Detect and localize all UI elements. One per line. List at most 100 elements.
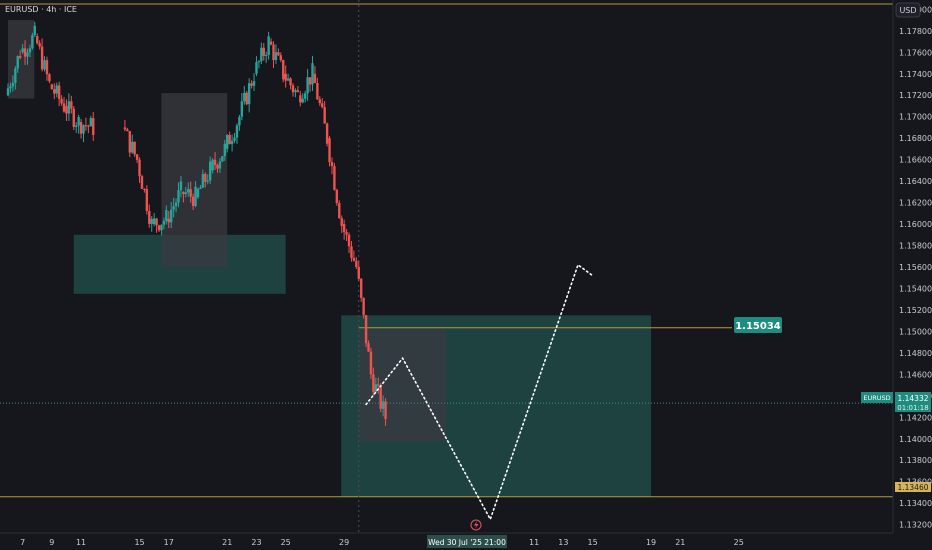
- candle: [6, 88, 10, 96]
- x-tick-label: 17: [164, 538, 174, 547]
- y-tick-label: 1.14800: [899, 349, 932, 358]
- x-tick-label: 13: [558, 538, 568, 547]
- y-tick-label: 1.15000: [899, 327, 932, 336]
- candle: [235, 125, 239, 138]
- candle: [189, 189, 192, 197]
- lightning-icon[interactable]: [470, 519, 482, 531]
- candle: [201, 173, 205, 188]
- y-tick-label: 1.16200: [899, 199, 932, 208]
- candle: [377, 384, 380, 386]
- candle: [31, 35, 34, 49]
- candle: [321, 103, 324, 108]
- candle: [330, 162, 334, 167]
- candle: [145, 189, 149, 211]
- candle: [325, 123, 329, 144]
- x-tick-label: 15: [588, 538, 598, 547]
- candle: [43, 60, 46, 70]
- candle: [126, 129, 129, 132]
- x-tick-label: 15: [134, 538, 144, 547]
- candle: [345, 232, 348, 235]
- candle: [369, 351, 373, 375]
- symbol-label: EURUSD · 4h · ICE: [5, 5, 77, 14]
- candle: [347, 234, 351, 247]
- candle: [342, 224, 346, 233]
- candle: [191, 196, 195, 206]
- candle: [323, 107, 326, 124]
- box-zone: [161, 93, 228, 267]
- candle: [301, 98, 304, 103]
- x-tick-label: 25: [281, 538, 291, 547]
- candle: [299, 95, 302, 103]
- y-tick-label: 1.16600: [899, 156, 932, 165]
- currency-button-label: USD: [899, 6, 916, 15]
- candle: [62, 103, 66, 112]
- candle: [282, 60, 285, 80]
- x-tick-label: 19: [646, 538, 656, 547]
- y-tick-label: 1.15600: [899, 263, 932, 272]
- y-tick-label: 1.17400: [899, 70, 932, 79]
- y-tick-label: 1.15400: [899, 284, 932, 293]
- candle: [213, 159, 217, 166]
- candle: [350, 246, 353, 258]
- candle: [182, 191, 185, 195]
- candle: [196, 188, 200, 198]
- candle: [45, 60, 49, 75]
- candle: [38, 43, 41, 47]
- candle: [77, 116, 80, 126]
- candle: [152, 218, 156, 225]
- candle: [252, 81, 256, 86]
- candle: [306, 77, 309, 94]
- candle: [335, 189, 339, 204]
- candle: [60, 98, 63, 104]
- y-tick-label: 1.14200: [899, 413, 932, 422]
- y-tick-label: 1.16800: [899, 134, 932, 143]
- last-price-symbol-box: [861, 392, 893, 403]
- candle: [55, 85, 58, 94]
- candle: [89, 118, 93, 127]
- price-axis-panel[interactable]: [893, 0, 932, 550]
- box-zone: [358, 329, 447, 441]
- y-tick-label: 1.16000: [899, 220, 932, 229]
- candle: [260, 47, 263, 62]
- candle: [226, 134, 229, 149]
- price-label: 1.15034: [735, 321, 781, 332]
- candle: [296, 90, 300, 92]
- y-tick-label: 1.17000: [899, 113, 932, 122]
- candle: [14, 68, 17, 83]
- candle: [240, 101, 244, 117]
- candle: [79, 122, 83, 134]
- last-price-value: 1.14332: [897, 394, 928, 403]
- candle: [143, 188, 146, 190]
- candle: [16, 56, 19, 69]
- candle: [211, 159, 214, 171]
- candle: [36, 36, 39, 44]
- candle: [338, 203, 341, 219]
- x-tick-label: 9: [49, 538, 54, 547]
- candle: [128, 131, 131, 153]
- candle: [247, 83, 251, 105]
- candle: [340, 218, 343, 226]
- candle: [362, 297, 365, 316]
- candle: [257, 61, 261, 63]
- candle: [279, 55, 283, 61]
- candle: [75, 125, 78, 127]
- candle: [65, 105, 68, 114]
- candle: [72, 108, 75, 127]
- y-tick-label: 1.17200: [899, 91, 932, 100]
- candle: [177, 190, 180, 203]
- candle: [26, 52, 29, 57]
- y-tick-label: 1.14600: [899, 370, 932, 379]
- x-tick-label: 25: [734, 538, 744, 547]
- candle: [250, 83, 253, 86]
- candle: [228, 134, 231, 145]
- candle: [21, 48, 24, 53]
- candle: [243, 92, 246, 102]
- candle: [135, 154, 139, 160]
- x-tick-label: 7: [20, 538, 25, 547]
- candle: [133, 141, 136, 155]
- y-tick-label: 1.14000: [899, 435, 932, 444]
- x-tick-label: 29: [339, 538, 349, 547]
- currency-button[interactable]: [895, 2, 921, 18]
- candle: [233, 137, 236, 141]
